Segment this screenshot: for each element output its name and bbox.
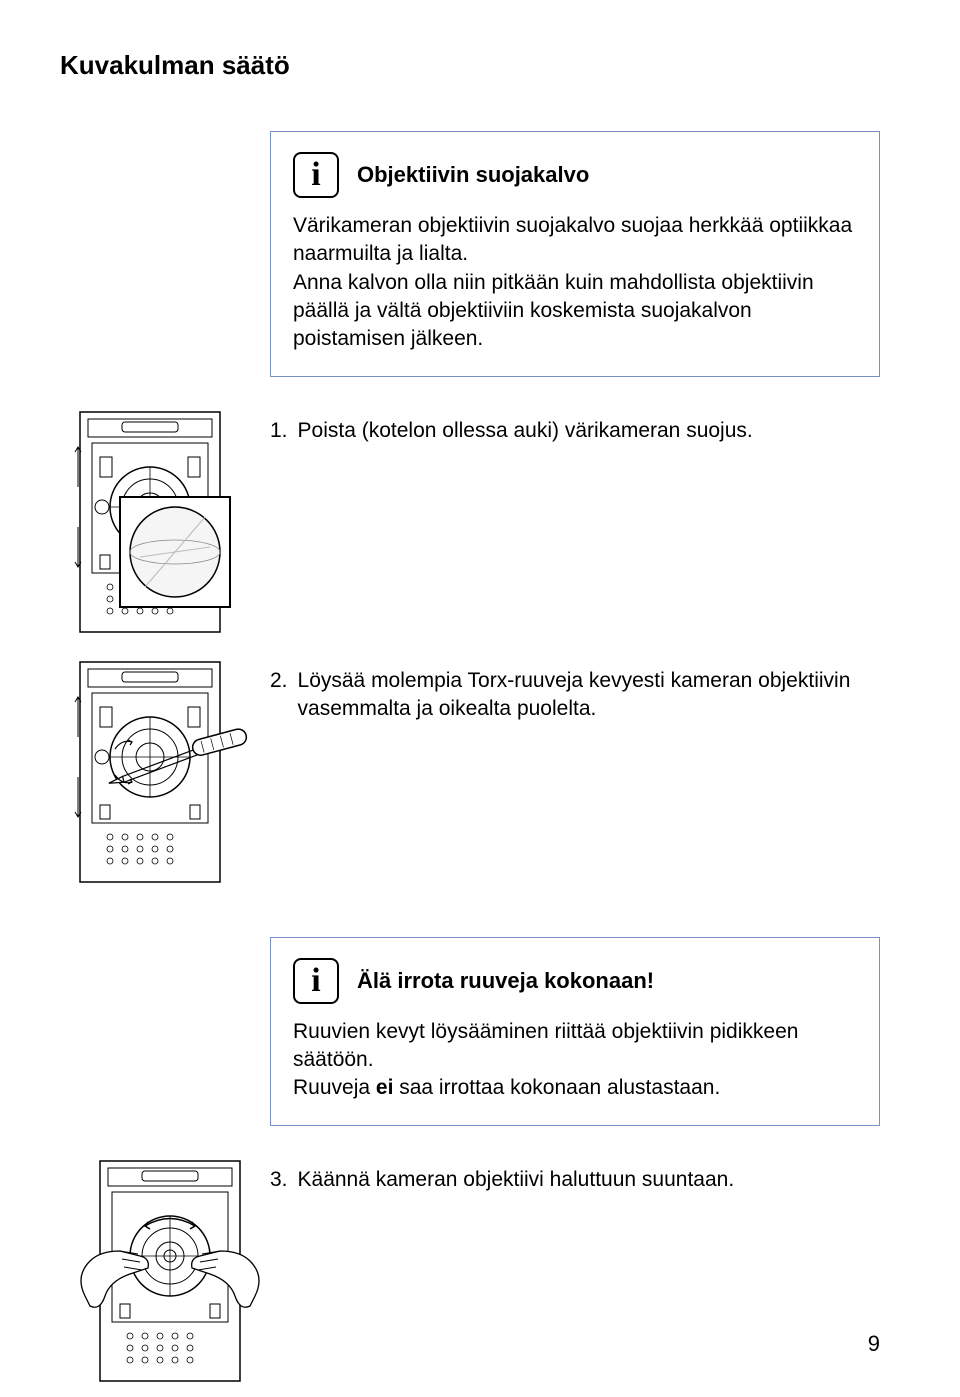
info-body-2-p1: Ruuvien kevyt löysääminen riittää objekt… — [293, 1020, 798, 1071]
info-icon: i — [293, 958, 339, 1004]
info-box-lens-film: i Objektiivin suojakalvo Värikameran obj… — [270, 131, 880, 377]
info-body-2-text: Ruuvien kevyt löysääminen riittää objekt… — [293, 1018, 857, 1103]
step-1-text: 1. Poista (kotelon ollessa auki) värikam… — [270, 407, 880, 445]
info-heading-text: Objektiivin suojakalvo — [357, 162, 589, 188]
info-icon: i — [293, 152, 339, 198]
step-2-num: 2. — [270, 667, 288, 724]
info-heading: i Objektiivin suojakalvo — [293, 152, 857, 198]
info-heading-2-text: Älä irrota ruuveja kokonaan! — [357, 968, 654, 994]
step-3-diagram — [60, 1156, 270, 1396]
step-2-text: 2. Löysää molempia Torx-ruuveja kevyesti… — [270, 657, 880, 724]
info-body-2-bold: ei — [376, 1076, 394, 1099]
info-box-screws: i Älä irrota ruuveja kokonaan! Ruuvien k… — [270, 937, 880, 1126]
step-1-row: 1. Poista (kotelon ollessa auki) värikam… — [60, 407, 880, 637]
step-3-row: 3. Käännä kameran objektiivi haluttuun s… — [60, 1156, 880, 1396]
step-2-row: 2. Löysää molempia Torx-ruuveja kevyesti… — [60, 657, 880, 897]
step-1-num: 1. — [270, 417, 288, 445]
step-1-diagram — [60, 407, 270, 637]
step-2-diagram — [60, 657, 270, 897]
info-body-2-p2a: Ruuveja — [293, 1076, 376, 1099]
step-2-body: Löysää molempia Torx-ruuveja kevyesti ka… — [298, 667, 880, 724]
info-body-2-p2b: saa irrottaa kokonaan alustastaan. — [393, 1076, 720, 1099]
info-body-text: Värikameran objektiivin suojakalvo suoja… — [293, 212, 857, 354]
page-title: Kuvakulman säätö — [60, 50, 880, 81]
step-1-body: Poista (kotelon ollessa auki) värikamera… — [298, 417, 753, 445]
step-3-text: 3. Käännä kameran objektiivi haluttuun s… — [270, 1156, 880, 1194]
page-number: 9 — [868, 1331, 880, 1357]
step-3-body: Käännä kameran objektiivi haluttuun suun… — [298, 1166, 735, 1194]
step-3-num: 3. — [270, 1166, 288, 1194]
info-heading-2: i Älä irrota ruuveja kokonaan! — [293, 958, 857, 1004]
